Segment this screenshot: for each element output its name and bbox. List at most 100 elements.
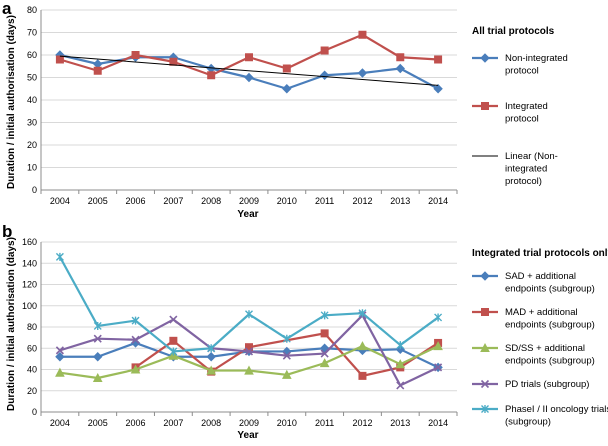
panel-a-x-tick-label: 2008 [201, 196, 221, 206]
legend-label-sad-additional-endpoints-subgroup: SAD + additional [505, 271, 576, 282]
series-integrated-protocol-point [434, 55, 443, 64]
series-sad-additional-endpoints-subgroup-point [93, 352, 103, 362]
series-integrated-protocol-point [55, 55, 64, 64]
legend-marker-integrated-protocol [481, 102, 489, 110]
legend-item-phasei-ii-oncology-trials-subgroup: PhaseI / II oncology trials (subgroup) [472, 404, 608, 428]
panel-b-x-tick-label: 2006 [126, 418, 146, 428]
legend-marker-pd-trials-subgroup [480, 379, 490, 389]
panel-a-x-tick-label: 2007 [163, 196, 183, 206]
panel-b-x-tick-label: 2013 [390, 418, 410, 428]
panel-a-x-tick-label: 2004 [50, 196, 70, 206]
series-mad-additional-endpoints-subgroup-point [320, 329, 329, 338]
panel-a-x-tick-label: 2009 [239, 196, 259, 206]
series-non-integrated-protocol-point [244, 72, 254, 83]
panel-b-letter: b [2, 222, 12, 241]
panel-a-y-tick-label: 20 [27, 140, 37, 150]
series-pd-trials-subgroup-point [434, 363, 443, 372]
legend-marker-phasei-ii-oncology-trials-subgroup [481, 405, 489, 413]
panel-b-y-tick-label: 0 [32, 407, 37, 417]
panel-b-y-tick-label: 40 [27, 365, 37, 375]
legend-label-mad-additional-endpoints-subgroup: endpoints (subgroup) [505, 320, 595, 331]
series-phasei-ii-oncology-trials-subgroup-point [282, 334, 291, 343]
panel-a-y-tick-label: 10 [27, 163, 37, 173]
series-phasei-ii-oncology-trials-subgroup [55, 252, 443, 356]
legend-label-sd-ss-additional-endpoints-subgroup: SD/SS + additional [505, 343, 585, 354]
panel-b-plot-area: 0 20 40 60 80 100 120 140 160 2004 2005 2006 2007 200… [22, 237, 458, 428]
series-phasei-ii-oncology-trials-subgroup-point [320, 311, 329, 320]
legend-item-integrated-protocol: Integrated protocol [472, 101, 548, 125]
legend-item-sd-ss-additional-endpoints-subgroup: SD/SS + additional endpoints (subgroup) [472, 342, 595, 367]
panel-b-x-tick-label: 2004 [50, 418, 70, 428]
panel-b-y-tick-label: 20 [27, 386, 37, 396]
panel-b-x-tick-label: 2008 [201, 418, 221, 428]
series-sd-ss-additional-endpoints-subgroup-point [281, 369, 292, 379]
panel-b-y-tick-label: 80 [27, 322, 37, 332]
legend-label-mad-additional-endpoints-subgroup: MAD + additional [505, 307, 578, 318]
panel-a-legend: Non-integrated protocol Integrated protocol… [472, 53, 568, 187]
panel-b-x-tick-label: 2009 [239, 418, 259, 428]
panel-b-y-tick-label: 120 [22, 280, 37, 290]
legend-label-integrated-protocol: Integrated [505, 101, 548, 112]
series-mad-additional-endpoints-subgroup-point [169, 336, 178, 345]
series-sd-ss-additional-endpoints-subgroup-point [395, 359, 406, 369]
series-integrated-protocol-point [93, 66, 102, 75]
panel-b-x-axis-title: Year [237, 430, 258, 441]
panel-b-y-axis-title: Duration / initial authorisation (days) [6, 237, 17, 411]
legend-item-non-integrated-protocol: Non-integrated protocol [472, 53, 568, 77]
series-sd-ss-additional-endpoints-subgroup-point [206, 365, 217, 375]
series-non-integrated-protocol-point [282, 84, 292, 94]
panel-b-x-tick-label: 2014 [428, 418, 448, 428]
legend-label-integrated-protocol: protocol [505, 114, 539, 125]
legend-label-phasei-ii-oncology-trials-subgroup: (subgroup) [505, 417, 551, 428]
series-sd-ss-additional-endpoints-subgroup-point [357, 341, 368, 351]
series-sd-ss-additional-endpoints-subgroup-point [433, 341, 443, 351]
series-linear-non-integrated-protocol-line [59, 55, 439, 86]
series-sd-ss-additional-endpoints-subgroup-point [92, 372, 103, 382]
series-sad-additional-endpoints-subgroup-point [206, 352, 216, 362]
panel-a-x-tick-label: 2005 [88, 196, 108, 206]
series-sd-ss-additional-endpoints-subgroup-point [319, 358, 330, 368]
panel-a: a All trial protocols Year Duration / in… [2, 0, 568, 220]
series-phasei-ii-oncology-trials-subgroup-point [207, 344, 216, 353]
series-non-integrated-protocol-point [357, 68, 368, 78]
panel-b-y-tick-label: 160 [22, 237, 37, 247]
series-integrated-protocol-point [358, 30, 367, 39]
series-integrated-protocol-point [131, 51, 140, 59]
series-phasei-ii-oncology-trials-subgroup-point [131, 316, 140, 325]
panel-a-x-tick-label: 2012 [352, 196, 372, 206]
series-integrated-protocol-point [320, 46, 329, 55]
legend-label-non-integrated-protocol: Non-integrated [505, 53, 568, 64]
legend-marker-sad-additional-endpoints-subgroup [480, 271, 490, 281]
legend-label-non-integrated-protocol: protocol [505, 66, 539, 77]
panel-b-x-tick-label: 2010 [277, 418, 297, 428]
series-phasei-ii-oncology-trials-subgroup-point [434, 313, 443, 322]
panel-a-letter: a [2, 0, 12, 18]
series-integrated-protocol-point [169, 57, 178, 66]
legend-marker-sd-ss-additional-endpoints-subgroup [480, 342, 490, 352]
panel-b-x-tick-label: 2007 [163, 418, 183, 428]
panel-a-y-tick-label: 50 [27, 73, 37, 83]
series-phasei-ii-oncology-trials-subgroup-point [358, 309, 367, 318]
series-phasei-ii-oncology-trials-subgroup-point [245, 310, 253, 319]
panel-a-x-tick-label: 2014 [428, 196, 448, 206]
panel-a-x-tick-label: 2013 [390, 196, 410, 206]
series-non-integrated-protocol-point [433, 84, 443, 94]
series-pd-trials-subgroup-point [169, 315, 178, 324]
legend-item-sad-additional-endpoints-subgroup: SAD + additional endpoints (subgroup) [472, 271, 595, 295]
series-non-integrated-protocol-point [395, 63, 405, 74]
legend-item-mad-additional-endpoints-subgroup: MAD + additional endpoints (subgroup) [472, 307, 595, 331]
series-phasei-ii-oncology-trials-subgroup-point [93, 321, 102, 330]
series-phasei-ii-oncology-trials-subgroup-point [396, 341, 405, 350]
panel-a-y-tick-label: 30 [27, 118, 37, 128]
series-sd-ss-additional-endpoints-subgroup-point [244, 365, 254, 375]
series-sad-additional-endpoints-subgroup-point [55, 352, 65, 362]
legend-label-linear-non-integrated-protocol: protocol) [505, 176, 542, 187]
series-sd-ss-additional-endpoints-subgroup [55, 341, 443, 382]
legend-label-linear-non-integrated-protocol: integrated [505, 164, 547, 175]
series-integrated-protocol-point [396, 53, 405, 62]
panel-a-y-tick-label: 40 [27, 95, 37, 105]
